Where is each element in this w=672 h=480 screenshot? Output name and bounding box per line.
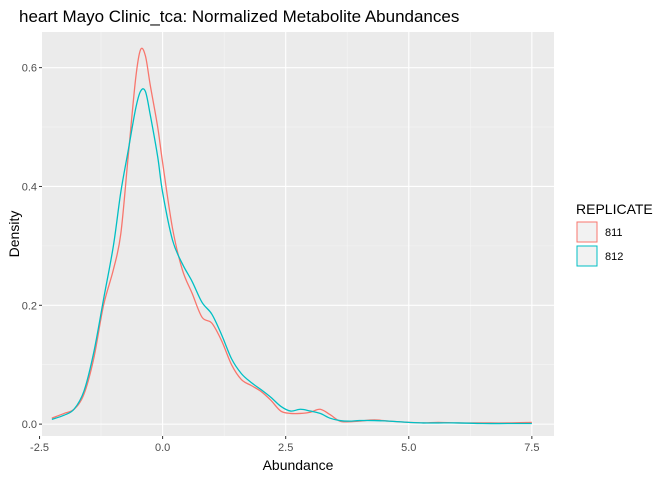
legend-item-811: 811 <box>576 221 623 243</box>
series-line-812 <box>51 88 532 425</box>
plot-panel <box>42 32 554 436</box>
series-layer <box>51 47 532 425</box>
grid-major-lines <box>38 32 554 436</box>
x-tick-label: 2.5 <box>278 442 293 454</box>
legend-label: 811 <box>605 227 623 239</box>
y-tick-label: 0.0 <box>22 419 37 431</box>
legend-item-812: 812 <box>576 245 623 267</box>
x-tick-label: 0.0 <box>155 442 170 454</box>
y-tick-label: 0.2 <box>22 300 37 312</box>
legend-items: 811 812 <box>576 221 623 267</box>
y-axis: 0.0 0.2 0.4 0.6 <box>22 63 42 431</box>
y-tick-label: 0.4 <box>22 181 37 193</box>
y-tick-label: 0.6 <box>22 63 37 75</box>
legend-key-812 <box>576 245 598 267</box>
x-tick-label: -2.5 <box>30 442 49 454</box>
y-axis-title: Density <box>6 211 22 258</box>
x-tick-label: 7.5 <box>524 442 539 454</box>
legend-key-811 <box>576 221 598 243</box>
x-tick-label: 5.0 <box>401 442 416 454</box>
legend-label: 812 <box>605 251 623 263</box>
chart-title: heart Mayo Clinic_tca: Normalized Metabo… <box>19 7 459 26</box>
x-axis-title: Abundance <box>263 457 334 473</box>
legend-title: REPLICATE <box>576 201 653 217</box>
grid-minor-lines <box>42 32 554 436</box>
x-axis: -2.5 0.0 2.5 5.0 7.5 <box>30 436 539 454</box>
legend: REPLICATE 811 812 <box>576 201 653 267</box>
